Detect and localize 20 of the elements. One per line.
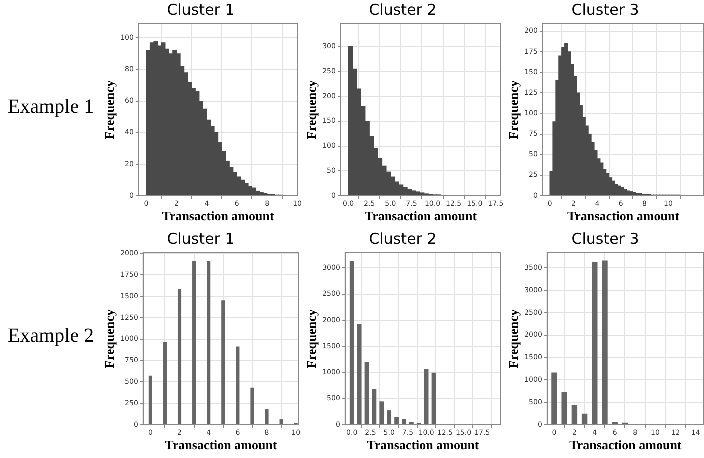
y-axis-title: Frequency <box>102 80 118 140</box>
x-axis-title: Transaction amount <box>567 208 680 224</box>
chart-title: Cluster 3 <box>572 230 640 248</box>
x-axis-title: Transaction amount <box>367 438 480 453</box>
y-axis-title: Frequency <box>506 309 522 368</box>
chart-title: Cluster 1 <box>167 230 235 248</box>
y-axis-title: Frequency <box>506 80 522 140</box>
chart-title: Cluster 2 <box>369 230 437 248</box>
x-axis-title: Transaction amount <box>364 208 478 224</box>
x-axis-title: Transaction amount <box>570 438 682 453</box>
chart-title: Cluster 3 <box>572 0 640 19</box>
chart-title: Cluster 1 <box>167 0 235 19</box>
y-axis-title: Frequency <box>304 80 320 140</box>
text: Example 1 <box>8 96 94 118</box>
chart-title: Cluster 2 <box>369 0 437 19</box>
y-axis-title: Frequency <box>304 309 320 368</box>
y-axis-title: Frequency <box>102 309 118 368</box>
x-axis-title: Transaction amount <box>165 438 278 453</box>
text: Example 2 <box>8 325 94 347</box>
x-axis-title: Transaction amount <box>162 208 275 224</box>
